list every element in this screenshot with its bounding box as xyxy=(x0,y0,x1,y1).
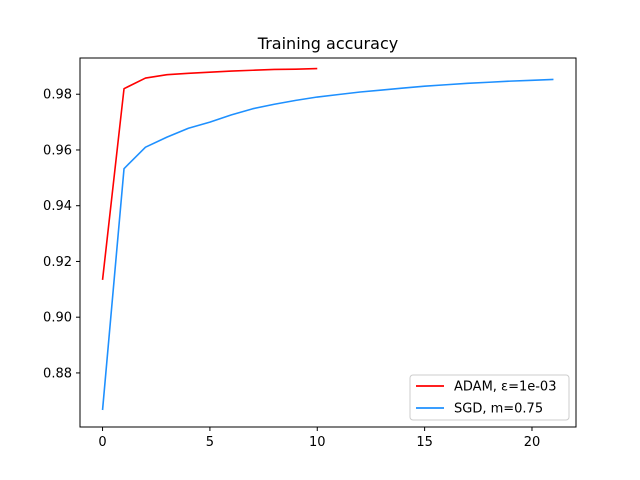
legend-label-sgd: SGD, m=0.75 xyxy=(454,402,543,417)
x-tick-label: 0 xyxy=(98,435,106,450)
series-line-sgd xyxy=(101,78,554,411)
chart-title: Training accuracy xyxy=(257,34,398,53)
y-tick-label: 0.88 xyxy=(43,366,72,381)
x-tick-label: 5 xyxy=(206,435,214,450)
x-tick-label: 15 xyxy=(416,435,433,450)
legend-label-adam: ADAM, ε=1e-03 xyxy=(454,380,556,395)
legend: ADAM, ε=1e-03 SGD, m=0.75 xyxy=(409,374,570,421)
x-tick-label: 10 xyxy=(309,435,326,450)
y-tick-label: 0.90 xyxy=(43,311,72,326)
y-tick-label: 0.98 xyxy=(43,88,72,103)
plot-frame xyxy=(79,57,577,428)
plot-area xyxy=(101,67,554,411)
y-tick-label: 0.96 xyxy=(43,143,72,158)
legend-box xyxy=(409,374,570,421)
series-line-adam xyxy=(101,67,318,280)
x-axis: 0 5 10 15 20 xyxy=(98,427,540,450)
y-tick-label: 0.92 xyxy=(43,255,72,270)
y-tick-label: 0.94 xyxy=(43,199,72,214)
x-tick-label: 20 xyxy=(524,435,541,450)
y-axis: 0.88 0.90 0.92 0.94 0.96 0.98 xyxy=(43,88,80,381)
